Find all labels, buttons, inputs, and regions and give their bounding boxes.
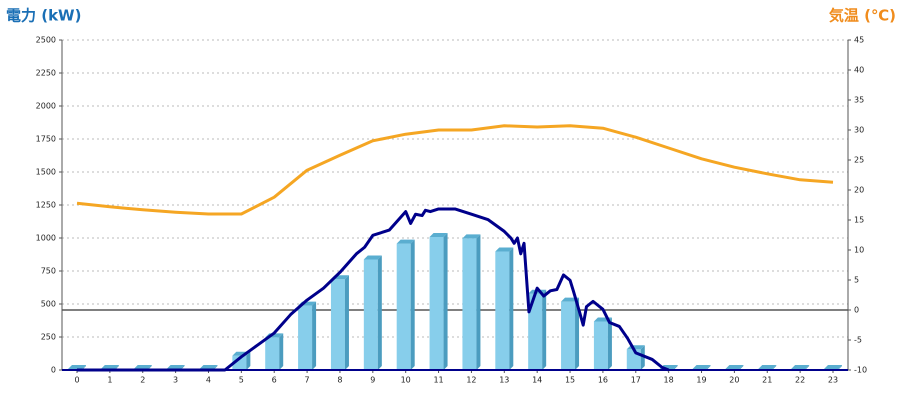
y2-tick-label: 15 — [854, 216, 864, 225]
x-tick-label: 4 — [206, 376, 211, 385]
bar — [330, 279, 345, 370]
x-tick-label: 6 — [272, 376, 277, 385]
bar — [298, 305, 313, 370]
bar-side — [312, 301, 317, 370]
bar-top — [791, 365, 810, 369]
bar-top — [462, 234, 481, 239]
y-tick-label: 1750 — [36, 135, 56, 144]
bar-top — [199, 365, 218, 369]
x-tick-label: 10 — [401, 376, 411, 385]
y2-tick-label: -10 — [854, 366, 867, 375]
y2-axis-title: 気温 (℃) — [829, 7, 896, 25]
bar-top — [824, 365, 842, 369]
bar-top — [133, 365, 152, 369]
bar-side — [443, 233, 448, 370]
x-tick-label: 2 — [140, 376, 145, 385]
y2-tick-label: 20 — [854, 186, 864, 195]
y-tick-label: 250 — [41, 333, 56, 342]
bar-side — [805, 365, 810, 370]
bar-side — [607, 317, 612, 370]
bar — [593, 321, 608, 370]
x-tick-label: 13 — [499, 376, 509, 385]
bar — [561, 301, 576, 370]
bar-side — [739, 365, 744, 370]
y-tick-label: 500 — [41, 300, 56, 309]
x-tick-label: 0 — [74, 376, 79, 385]
bar-top — [166, 365, 185, 369]
x-tick-label: 18 — [664, 376, 674, 385]
bar — [528, 293, 543, 370]
bar-side — [575, 297, 580, 370]
x-tick-label: 5 — [239, 376, 244, 385]
x-tick-label: 15 — [565, 376, 575, 385]
x-tick-label: 23 — [828, 376, 838, 385]
bar-side — [279, 333, 284, 370]
bar-top — [396, 239, 415, 244]
bar-top — [68, 365, 86, 369]
x-tick-label: 19 — [696, 376, 706, 385]
bar-side — [838, 365, 842, 370]
x-tick-label: 11 — [433, 376, 443, 385]
y-tick-label: 750 — [41, 267, 56, 276]
y2-tick-label: 40 — [854, 66, 864, 75]
y2-tick-label: -5 — [854, 336, 862, 345]
y-tick-label: 2500 — [36, 36, 56, 45]
line — [77, 207, 670, 372]
y-tick-label: 1000 — [36, 234, 56, 243]
x-tick-label: 17 — [631, 376, 641, 385]
y2-tick-label: 25 — [854, 156, 864, 165]
bar-side — [476, 234, 481, 370]
y-axis-title: 電力 (kW) — [6, 7, 81, 25]
y2-tick-label: 30 — [854, 126, 864, 135]
bar-side — [246, 351, 251, 370]
x-tick-label: 3 — [173, 376, 178, 385]
bar-side — [706, 365, 711, 370]
bar-side — [509, 247, 514, 370]
bar-side — [377, 255, 382, 370]
bar — [265, 337, 280, 370]
y2-tick-label: 35 — [854, 96, 864, 105]
bar-side — [410, 239, 415, 370]
bar-top — [692, 365, 711, 369]
bar — [495, 251, 510, 370]
y-tick-label: 1500 — [36, 168, 56, 177]
x-tick-label: 21 — [762, 376, 772, 385]
x-tick-label: 1 — [107, 376, 112, 385]
bar-side — [542, 289, 547, 370]
x-tick-label: 12 — [466, 376, 476, 385]
bar-side — [772, 365, 777, 370]
y-tick-label: 0 — [51, 366, 56, 375]
bar — [429, 237, 444, 370]
bar — [462, 238, 477, 370]
y2-tick-label: 45 — [854, 36, 864, 45]
x-tick-label: 7 — [305, 376, 310, 385]
bar-side — [640, 345, 645, 370]
bar-side — [344, 275, 349, 370]
x-tick-label: 16 — [598, 376, 608, 385]
x-tick-label: 14 — [532, 376, 542, 385]
bar-top — [100, 365, 119, 369]
bar-top — [725, 365, 744, 369]
x-tick-label: 22 — [795, 376, 805, 385]
bar-top — [363, 255, 382, 260]
y-tick-label: 2000 — [36, 102, 56, 111]
y2-tick-label: 10 — [854, 246, 864, 255]
y2-tick-label: 5 — [854, 276, 859, 285]
bar — [396, 243, 411, 370]
x-tick-label: 20 — [729, 376, 739, 385]
bar-top — [429, 233, 448, 237]
y2-tick-label: 0 — [854, 306, 859, 315]
bar-top — [495, 247, 514, 252]
bar-top — [758, 365, 777, 369]
y-tick-label: 2250 — [36, 69, 56, 78]
bar — [363, 259, 378, 370]
y-tick-label: 1250 — [36, 201, 56, 210]
x-tick-label: 8 — [337, 376, 342, 385]
x-tick-label: 9 — [370, 376, 375, 385]
line — [76, 124, 834, 216]
bar-side — [673, 365, 678, 370]
